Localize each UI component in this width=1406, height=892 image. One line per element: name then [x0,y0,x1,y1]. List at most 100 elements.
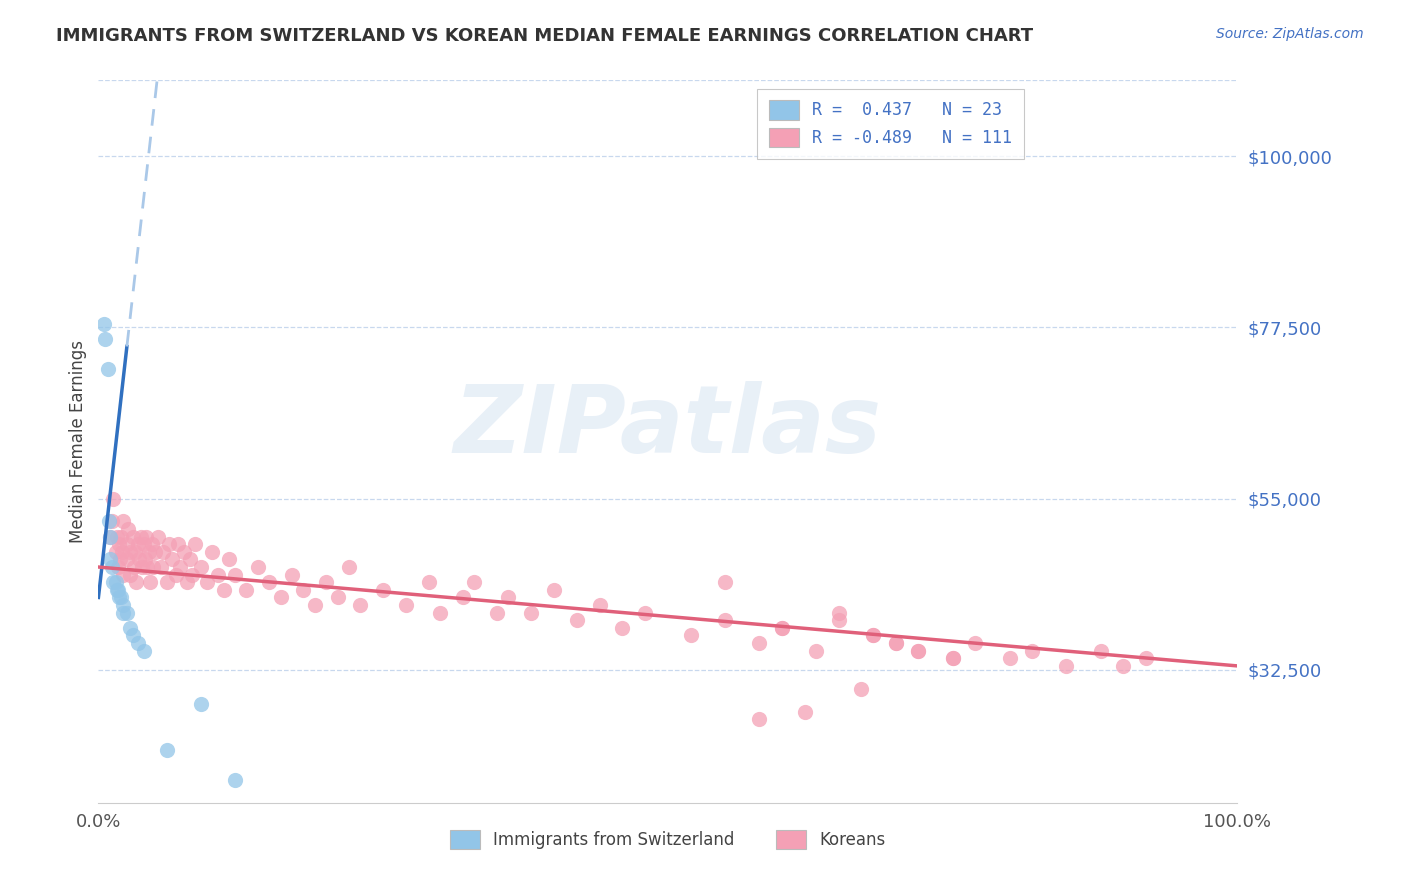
Point [520,606,543,620]
Legend: Immigrants from Switzerland, Koreans: Immigrants from Switzerland, Koreans [440,821,896,860]
Point [190,697,212,711]
Point [132,537,155,551]
Point [965,636,987,650]
Point [115,606,138,620]
Point [212,582,235,597]
Point [270,591,292,605]
Text: ZIPatlas: ZIPatlas [454,381,882,473]
Point [418,575,440,590]
Point [146,530,169,544]
Point [588,598,610,612]
Point [337,560,360,574]
Point [121,628,143,642]
Point [828,606,851,620]
Point [104,575,127,590]
Point [770,621,793,635]
Point [121,530,143,544]
Point [714,613,737,627]
Text: Source: ZipAtlas.com: Source: ZipAtlas.com [1216,27,1364,41]
Point [679,628,702,642]
Point [486,606,509,620]
Point [207,567,229,582]
Point [138,575,160,590]
Point [543,582,565,597]
Point [124,545,146,559]
Point [748,712,770,726]
Point [862,628,884,642]
Point [107,560,129,574]
Point [165,567,187,582]
Point [141,537,163,551]
Point [162,552,184,566]
Point [371,582,394,597]
Point [157,537,180,551]
Y-axis label: Median Female Earnings: Median Female Earnings [69,340,87,543]
Point [395,598,418,612]
Point [224,567,246,582]
Point [105,530,128,544]
Point [111,545,134,559]
Point [612,621,634,635]
Point [97,515,120,529]
Point [907,643,929,657]
Point [150,560,173,574]
Point [281,567,304,582]
Point [101,515,124,529]
Point [128,552,150,566]
Point [134,552,156,566]
Point [98,530,121,544]
Point [179,552,201,566]
Point [224,772,246,787]
Point [942,651,965,665]
Point [748,636,770,650]
Point [1112,659,1135,673]
Point [132,643,155,657]
Point [101,560,124,574]
Point [110,530,132,544]
Point [246,560,269,574]
Point [103,491,125,506]
Point [135,530,157,544]
Point [120,621,142,635]
Point [142,560,165,574]
Point [167,537,190,551]
Point [195,575,218,590]
Point [112,606,135,620]
Point [190,560,212,574]
Point [176,575,198,590]
Point [793,705,815,719]
Point [127,636,149,650]
Point [565,613,588,627]
Point [862,628,884,642]
Point [93,317,115,331]
Point [152,545,174,559]
Point [145,545,167,559]
Point [804,643,827,657]
Point [235,582,257,597]
Point [851,681,873,696]
Point [94,332,117,346]
Point [108,552,131,566]
Point [1054,659,1078,673]
Point [884,636,907,650]
Point [169,560,191,574]
Point [259,575,281,590]
Point [907,643,929,657]
Point [98,530,121,544]
Point [115,552,138,566]
Point [942,651,965,665]
Point [103,575,125,590]
Point [131,560,153,574]
Point [129,530,152,544]
Point [108,537,131,551]
Point [828,613,851,627]
Point [120,567,142,582]
Point [125,575,148,590]
Point [634,606,657,620]
Point [180,567,202,582]
Point [349,598,371,612]
Point [156,575,179,590]
Point [201,545,224,559]
Point [184,537,207,551]
Point [127,537,149,551]
